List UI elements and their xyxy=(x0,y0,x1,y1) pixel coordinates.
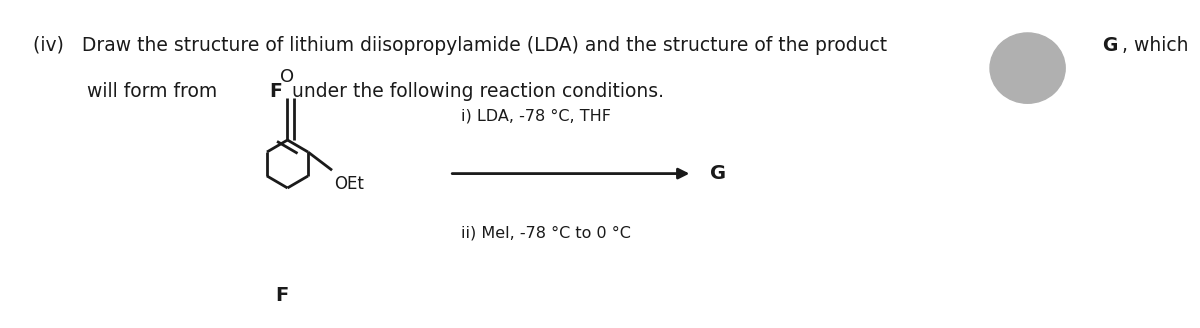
Text: under the following reaction conditions.: under the following reaction conditions. xyxy=(286,82,664,101)
Text: will form from: will form from xyxy=(34,82,223,101)
Text: ii) Mel, -78 °C to 0 °C: ii) Mel, -78 °C to 0 °C xyxy=(461,225,631,240)
Text: F: F xyxy=(270,82,282,101)
Text: F: F xyxy=(275,286,288,305)
Text: G: G xyxy=(709,164,726,183)
Ellipse shape xyxy=(990,33,1066,103)
Text: OEt: OEt xyxy=(335,175,365,193)
Text: , which: , which xyxy=(1122,35,1188,54)
Text: O: O xyxy=(281,68,294,86)
Text: G: G xyxy=(1103,35,1118,54)
Text: (iv)   Draw the structure of lithium diisopropylamide (LDA) and the structure of: (iv) Draw the structure of lithium diiso… xyxy=(34,35,893,54)
Text: i) LDA, -78 °C, THF: i) LDA, -78 °C, THF xyxy=(461,109,611,124)
